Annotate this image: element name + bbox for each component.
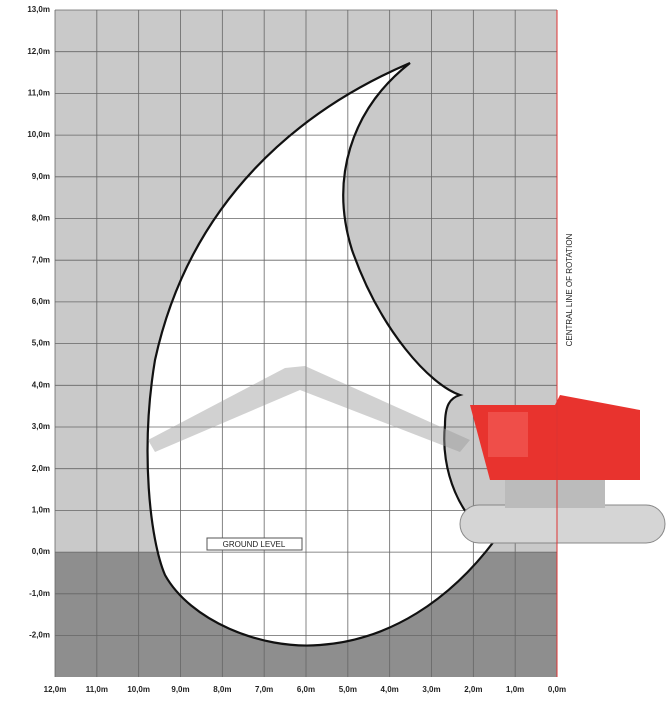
x-tick-label: 2,0m xyxy=(464,685,482,694)
y-tick-label: 3,0m xyxy=(32,422,50,431)
y-tick-label: 4,0m xyxy=(32,380,50,389)
ground-label-box xyxy=(206,537,303,551)
x-tick-label: 9,0m xyxy=(171,685,189,694)
machine xyxy=(459,395,666,544)
x-tick-label: 6,0m xyxy=(297,685,315,694)
y-tick-label: 9,0m xyxy=(32,172,50,181)
y-tick-label: 5,0m xyxy=(32,339,50,348)
working-envelope-fill xyxy=(147,63,495,646)
working-envelope xyxy=(146,61,497,647)
y-tick-label: -1,0m xyxy=(29,589,50,598)
y-tick-label: -2,0m xyxy=(29,631,50,640)
x-tick-label: 10,0m xyxy=(127,685,150,694)
x-tick-label: 1,0m xyxy=(506,685,524,694)
x-tick-label: 7,0m xyxy=(255,685,273,694)
y-tick-label: 11,0m xyxy=(28,89,50,98)
y-tick-label: 8,0m xyxy=(32,214,50,223)
x-tick-label: 11,0m xyxy=(86,685,108,694)
x-tick-label: 8,0m xyxy=(213,685,231,694)
x-tick-label: 0,0m xyxy=(548,685,566,694)
ground-label: GROUND LEVEL xyxy=(223,540,286,549)
y-tick-label: 12,0m xyxy=(27,47,50,56)
y-tick-label: 10,0m xyxy=(27,130,50,139)
y-tick-label: 1,0m xyxy=(32,506,50,515)
y-tick-label: 13,0m xyxy=(27,5,50,14)
rotation-label: CENTRAL LINE OF ROTATION xyxy=(565,233,574,346)
boom-ghost xyxy=(148,366,470,452)
grid xyxy=(54,9,558,677)
y-tick-label: 2,0m xyxy=(32,464,50,473)
y-tick-label: 6,0m xyxy=(32,297,50,306)
x-tick-label: 4,0m xyxy=(381,685,399,694)
x-tick-label: 5,0m xyxy=(339,685,357,694)
x-tick-label: 3,0m xyxy=(422,685,440,694)
x-tick-label: 12,0m xyxy=(44,685,67,694)
y-tick-label: 7,0m xyxy=(32,255,50,264)
y-tick-label: 0,0m xyxy=(32,547,50,556)
